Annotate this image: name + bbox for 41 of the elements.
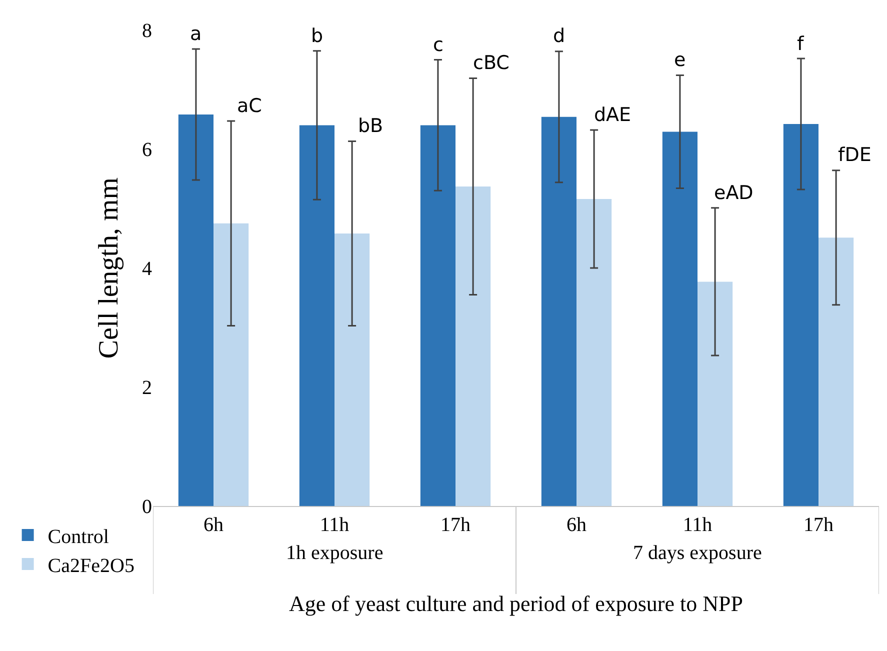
bar [662,132,698,506]
annotation: b [311,25,324,47]
y-tick-label: 6 [142,139,152,161]
legend-label: Ca2Fe2O5 [48,554,134,577]
y-tick-label: 2 [142,377,152,399]
bar [299,125,334,506]
legend-label: Control [48,526,110,548]
annotation: fDE [838,144,872,166]
x-tick-label: 17h [804,514,834,536]
x-tick-label: 17h [440,514,470,536]
annotation: cBC [473,52,510,74]
x-tick-label: 6h [204,514,224,536]
x-tick-label: 11h [320,514,350,536]
bar [178,114,214,506]
annotation: c [433,34,444,56]
annotation: dAE [594,104,632,126]
annotation: d [553,25,566,47]
x-axis-title: Age of yeast culture and period of exposure to NPP [289,590,743,616]
text: 7 days exposure [633,542,762,564]
bar [541,116,576,506]
bar [334,233,370,506]
bar [456,186,491,506]
annotation: a [190,23,202,45]
annotation: aC [237,95,262,117]
y-tick-label: 4 [142,258,152,280]
y-axis-title: Cell length, mm [94,177,125,359]
bar [576,198,612,506]
bar [783,124,818,506]
x-tick-label: 6h [566,514,586,536]
text: 1h exposure [286,542,384,564]
annotation: e [674,49,686,71]
annotation: f [797,33,805,55]
bar [818,238,854,506]
annotation: eAD [714,182,754,204]
bar [214,223,249,506]
annotation: bB [358,115,384,137]
y-tick-label: 0 [142,496,152,518]
y-tick-label: 8 [142,20,152,42]
bar [698,282,733,506]
x-tick-label: 11h [682,514,712,536]
bar [420,125,456,506]
